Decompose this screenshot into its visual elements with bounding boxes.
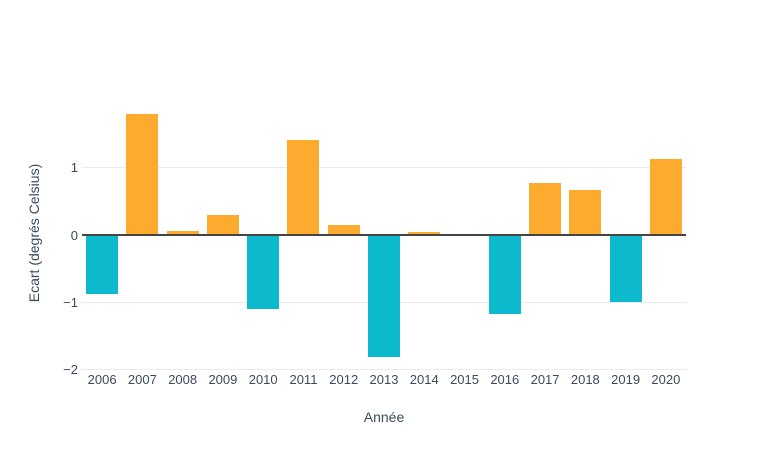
x-tick-label-2011: 2011 [289,372,318,387]
y-tick-label: −2 [63,361,78,377]
x-tick-label-2019: 2019 [611,372,641,387]
x-tick-label-2007: 2007 [127,372,157,387]
bar-2008[interactable] [166,231,199,235]
y-tick-label: −1 [63,294,78,310]
x-tick-label-2013: 2013 [369,372,399,387]
bar-2017[interactable] [529,183,562,235]
x-axis-title: Année [363,409,405,425]
bar-2018[interactable] [569,190,602,235]
x-tick-label-2008: 2008 [168,372,198,387]
bar-2020[interactable] [649,159,682,235]
x-tick-label-2020: 2020 [651,372,681,387]
bar-2012[interactable] [327,225,360,235]
x-tick-label-2016: 2016 [490,372,520,387]
x-tick-label-2010: 2010 [248,372,278,387]
bar-2014[interactable] [408,232,441,235]
x-tick-label-2017: 2017 [530,372,560,387]
bar-2006[interactable] [86,234,119,294]
bar-2009[interactable] [206,215,239,235]
x-tick-label-2006: 2006 [87,372,117,387]
bar-2013[interactable] [368,234,400,358]
x-tick-label-2014: 2014 [409,372,439,387]
x-tick-label-2015: 2015 [450,372,479,387]
y-tick-label: 1 [70,160,78,176]
x-tick-label-2018: 2018 [570,372,600,387]
bar-2010[interactable] [247,234,280,310]
x-tick-label-2009: 2009 [208,372,238,387]
bar-2007[interactable] [126,113,159,235]
bar-2011[interactable] [287,139,320,235]
bar-2019[interactable] [609,234,642,302]
gridline-y--2 [82,368,686,370]
zero-line [82,233,686,236]
gridline-y-1 [82,167,686,169]
x-tick-label-2012: 2012 [329,372,359,387]
y-tick-label: 0 [70,227,78,243]
bar-2016[interactable] [488,234,521,315]
y-axis-title: Ecart (degrés Celsius) [26,163,42,303]
